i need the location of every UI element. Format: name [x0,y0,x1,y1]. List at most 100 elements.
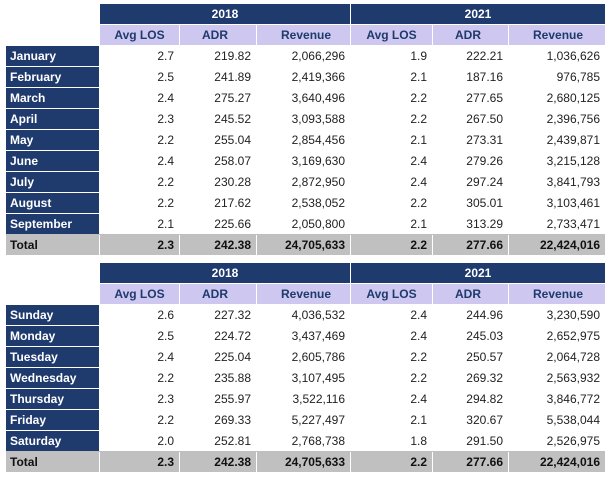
total-value: 277.66 [433,235,508,255]
data-cell: 230.28 [180,172,256,192]
data-cell: 267.50 [433,109,508,129]
year-header: 2018 [100,4,350,24]
table-row: February 2.5 241.89 2,419,366 2.1 187.16 976,7… [6,67,605,88]
total-value: 22,424,016 [509,452,605,472]
table-row: March 2.4 275.27 3,640,496 2.2 277.65 2,680,12… [6,88,605,109]
row-label: Friday [6,410,99,430]
row-label: Monday [6,326,99,346]
total-row: Total 2.3 242.38 24,705,633 2.2 277.66 22,424,… [6,452,605,473]
data-cell: 2,066,296 [257,46,350,66]
table-row: Wednesday 2.2 235.88 3,107,495 2.2 269.32 2,56… [6,368,605,389]
data-cell: 2,652,975 [509,326,605,346]
data-cell: 3,107,495 [257,368,350,388]
grid-line [6,234,605,235]
data-cell: 2.2 [351,347,432,367]
table-row: September 2.1 225.66 2,050,800 2.1 313.29 2,73… [6,214,605,235]
year-header: 2018 [100,263,350,283]
row-label: Thursday [6,389,99,409]
data-cell: 244.96 [433,305,508,325]
data-cell: 273.31 [433,130,508,150]
row-label: Wednesday [6,368,99,388]
data-cell: 2.5 [100,326,179,346]
row-label: September [6,214,99,234]
table-row: Saturday 2.0 252.81 2,768,738 1.8 291.50 2,526… [6,431,605,452]
total-value: 242.38 [180,235,256,255]
data-cell: 2.2 [100,368,179,388]
data-cell: 1.8 [351,431,432,451]
row-label: Saturday [6,431,99,451]
data-cell: 2,538,052 [257,193,350,213]
table-row: June 2.4 258.07 3,169,630 2.4 279.26 3,215,128 [6,151,605,172]
table-row: July 2.2 230.28 2,872,950 2.4 297.24 3,841,793 [6,172,605,193]
data-cell: 241.89 [180,67,256,87]
data-cell: 2.4 [100,347,179,367]
data-cell: 277.65 [433,88,508,108]
total-value: 2.2 [351,452,432,472]
total-label: Total [6,235,99,255]
data-cell: 235.88 [180,368,256,388]
data-cell: 2.6 [100,305,179,325]
data-cell: 2.2 [100,410,179,430]
row-label: March [6,88,99,108]
data-cell: 2.2 [100,193,179,213]
data-cell: 2.4 [351,151,432,171]
row-label: June [6,151,99,171]
data-cell: 2.0 [100,431,179,451]
column-header: Avg LOS [351,25,432,45]
table-row: Friday 2.2 269.33 5,227,497 2.1 320.67 5,538,0… [6,410,605,431]
data-cell: 225.04 [180,347,256,367]
data-cell: 5,538,044 [509,410,605,430]
data-cell: 2.4 [351,326,432,346]
data-cell: 2.5 [100,67,179,87]
column-header: ADR [433,25,508,45]
total-value: 2.3 [100,452,179,472]
data-cell: 2.2 [351,368,432,388]
data-cell: 2.3 [100,109,179,129]
data-cell: 2.3 [100,389,179,409]
data-cell: 313.29 [433,214,508,234]
data-cell: 2,050,800 [257,214,350,234]
table-row: August 2.2 217.62 2,538,052 2.2 305.01 3,103,4… [6,193,605,214]
data-cell: 2.1 [351,67,432,87]
data-cell: 3,846,772 [509,389,605,409]
data-cell: 258.07 [180,151,256,171]
row-label: January [6,46,99,66]
data-cell: 224.72 [180,326,256,346]
data-cell: 2.4 [351,305,432,325]
data-cell: 3,103,461 [509,193,605,213]
data-cell: 3,640,496 [257,88,350,108]
data-cell: 3,841,793 [509,172,605,192]
table-row: Sunday 2.6 227.32 4,036,532 2.4 244.96 3,230,5… [6,305,605,326]
data-cell: 3,522,116 [257,389,350,409]
data-cell: 222.21 [433,46,508,66]
year-header-row: 2018 2021 [6,263,605,284]
total-value: 2.2 [351,235,432,255]
column-header: Avg LOS [100,25,179,45]
data-cell: 2.2 [351,109,432,129]
data-cell: 219.82 [180,46,256,66]
total-value: 24,705,633 [257,452,350,472]
grid-line [6,451,605,452]
data-cell: 3,437,469 [257,326,350,346]
data-cell: 5,227,497 [257,410,350,430]
row-label: August [6,193,99,213]
data-cell: 2.4 [351,389,432,409]
data-cell: 2.2 [351,88,432,108]
row-label: Tuesday [6,347,99,367]
data-cell: 2.1 [351,214,432,234]
data-cell: 2.2 [100,172,179,192]
data-cell: 2,064,728 [509,347,605,367]
data-cell: 297.24 [433,172,508,192]
column-header: Revenue [257,284,350,304]
year-header: 2021 [351,263,605,283]
year-header-row: 2018 2021 [6,4,605,25]
data-cell: 2,680,125 [509,88,605,108]
table-row: May 2.2 255.04 2,854,456 2.1 273.31 2,439,871 [6,130,605,151]
data-cell: 2,605,786 [257,347,350,367]
table-row: January 2.7 219.82 2,066,296 1.9 222.21 1,036,… [6,46,605,67]
data-cell: 2.2 [351,193,432,213]
data-cell: 2.1 [100,214,179,234]
column-header: Avg LOS [100,284,179,304]
total-value: 22,424,016 [509,235,605,255]
data-cell: 279.26 [433,151,508,171]
